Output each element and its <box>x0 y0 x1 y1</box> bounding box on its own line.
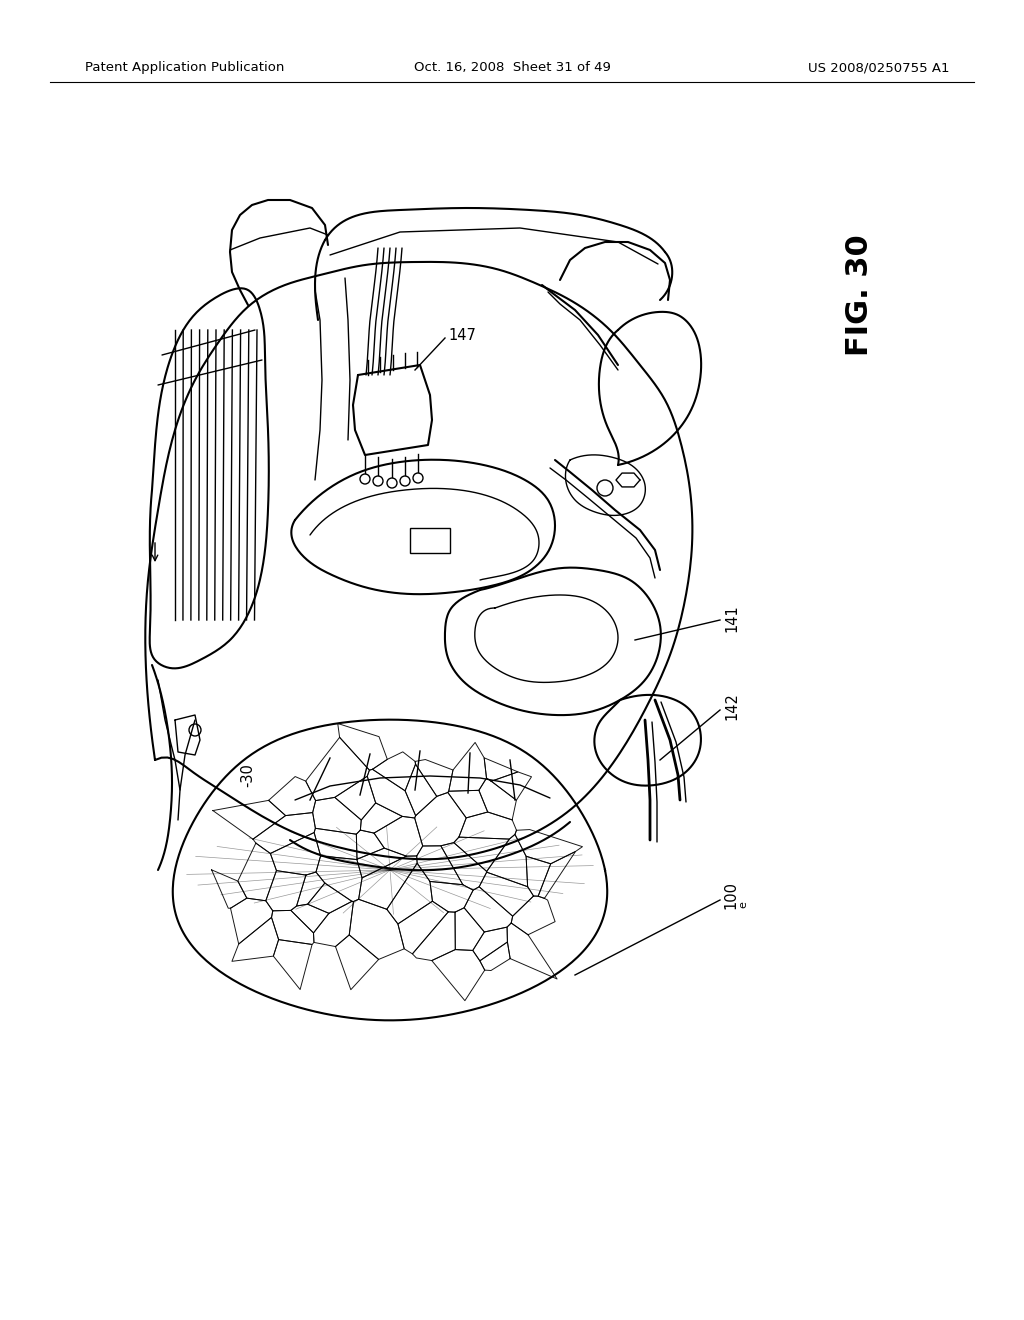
Text: US 2008/0250755 A1: US 2008/0250755 A1 <box>809 62 950 74</box>
Text: e: e <box>738 902 748 908</box>
Text: 100: 100 <box>723 880 738 909</box>
Text: 141: 141 <box>724 605 739 632</box>
Text: Oct. 16, 2008  Sheet 31 of 49: Oct. 16, 2008 Sheet 31 of 49 <box>414 62 610 74</box>
Text: FIG. 30: FIG. 30 <box>846 234 874 356</box>
Text: 147: 147 <box>449 327 476 342</box>
Text: Patent Application Publication: Patent Application Publication <box>85 62 285 74</box>
Text: -30: -30 <box>241 763 256 787</box>
Text: 142: 142 <box>724 692 739 719</box>
Bar <box>410 528 450 553</box>
